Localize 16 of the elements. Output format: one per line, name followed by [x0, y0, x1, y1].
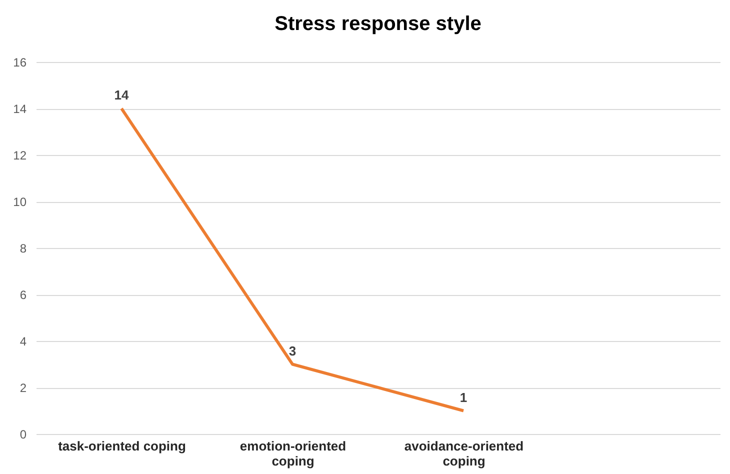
x-tick-label: emotion-oriented coping	[240, 438, 346, 468]
y-tick-label: 6	[20, 288, 27, 302]
y-tick-label: 12	[13, 148, 27, 162]
y-tick-label: 10	[13, 195, 27, 209]
y-tick-label: 8	[20, 242, 27, 256]
y-tick-label: 2	[20, 381, 27, 395]
y-tick-label: 4	[20, 334, 27, 348]
y-tick-label: 16	[13, 56, 27, 70]
y-tick-label: 14	[13, 102, 27, 116]
data-label: 14	[114, 88, 130, 102]
data-label: 3	[288, 343, 296, 358]
x-tick-label: task-oriented coping	[58, 438, 186, 454]
x-tick-label: avoidance-oriented coping	[404, 438, 524, 468]
y-tick-label: 0	[20, 428, 27, 442]
data-label: 1	[460, 390, 468, 405]
chart-title: Stress response style	[274, 13, 482, 35]
